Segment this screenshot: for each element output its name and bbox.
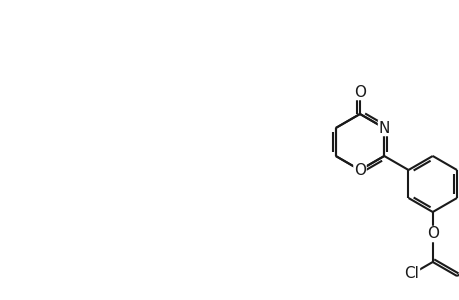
Text: O: O: [426, 226, 438, 242]
Text: O: O: [353, 163, 365, 178]
Text: Cl: Cl: [403, 266, 419, 281]
Text: O: O: [353, 85, 365, 100]
Text: N: N: [378, 121, 389, 136]
